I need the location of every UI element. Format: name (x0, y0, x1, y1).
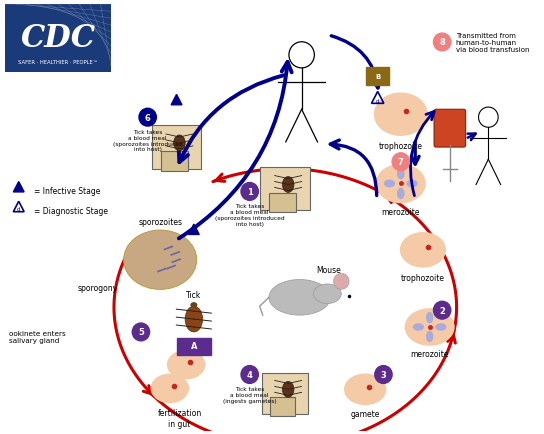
Ellipse shape (397, 188, 405, 200)
Text: d: d (17, 207, 21, 212)
Text: A: A (190, 342, 197, 351)
Text: 7: 7 (398, 158, 404, 167)
Ellipse shape (413, 323, 424, 331)
Text: 3: 3 (381, 370, 386, 379)
Ellipse shape (376, 164, 426, 204)
FancyBboxPatch shape (177, 338, 211, 355)
Polygon shape (188, 224, 199, 235)
Circle shape (241, 183, 258, 201)
Ellipse shape (405, 309, 455, 346)
Text: Transmitted from
human-to-human
via blood transfusion: Transmitted from human-to-human via bloo… (456, 33, 529, 53)
Ellipse shape (426, 312, 433, 324)
Text: = Infective Stage: = Infective Stage (34, 187, 101, 195)
Text: ookinete enters
salivary gland: ookinete enters salivary gland (9, 331, 66, 344)
Text: Tick: Tick (186, 291, 201, 299)
Text: = Diagnostic Stage: = Diagnostic Stage (34, 206, 108, 215)
Text: trophozoite: trophozoite (379, 141, 423, 151)
Text: Mouse: Mouse (316, 265, 341, 274)
Circle shape (132, 323, 150, 341)
FancyBboxPatch shape (5, 5, 111, 72)
Ellipse shape (400, 233, 446, 268)
Text: 8: 8 (439, 38, 445, 47)
Circle shape (434, 302, 451, 319)
Circle shape (333, 273, 349, 289)
Ellipse shape (384, 180, 395, 188)
FancyBboxPatch shape (270, 398, 295, 416)
Circle shape (434, 34, 451, 52)
Ellipse shape (406, 180, 418, 188)
Ellipse shape (435, 323, 447, 331)
Ellipse shape (185, 306, 202, 332)
Ellipse shape (344, 374, 386, 405)
Text: CDC: CDC (21, 23, 96, 54)
FancyBboxPatch shape (152, 126, 201, 169)
Ellipse shape (313, 284, 341, 304)
Text: 6: 6 (145, 113, 151, 122)
Text: d: d (376, 99, 379, 103)
Text: sporozoites: sporozoites (138, 217, 182, 227)
Text: fertilization
in gut: fertilization in gut (157, 408, 201, 427)
Text: 5: 5 (138, 328, 144, 337)
Ellipse shape (426, 331, 433, 342)
FancyBboxPatch shape (366, 68, 389, 85)
FancyBboxPatch shape (161, 152, 188, 171)
Circle shape (375, 366, 392, 384)
Text: 1: 1 (247, 187, 252, 197)
Polygon shape (13, 182, 24, 192)
Ellipse shape (282, 381, 294, 398)
Text: Tick takes
a blood meal
(sporozoites introduced
into host): Tick takes a blood meal (sporozoites int… (215, 204, 285, 226)
Text: Tick takes
a blood meal
(ingests gametes): Tick takes a blood meal (ingests gametes… (223, 387, 276, 403)
Circle shape (139, 109, 156, 127)
Ellipse shape (190, 302, 197, 308)
Circle shape (392, 154, 410, 171)
Ellipse shape (123, 230, 197, 290)
Text: Tick takes
a blood meal
(sporozoites introduced
into host): Tick takes a blood meal (sporozoites int… (113, 130, 182, 152)
Text: B: B (375, 73, 380, 79)
Text: merozoite: merozoite (381, 208, 420, 217)
FancyBboxPatch shape (262, 373, 308, 414)
Text: merozoite: merozoite (410, 349, 449, 358)
Ellipse shape (397, 168, 405, 180)
Ellipse shape (174, 136, 185, 151)
Text: trophozoite: trophozoite (401, 273, 445, 282)
Text: 4: 4 (247, 370, 252, 379)
Circle shape (241, 366, 258, 384)
Ellipse shape (269, 280, 331, 316)
Ellipse shape (167, 350, 206, 380)
Text: SAFER · HEALTHIER · PEOPLE™: SAFER · HEALTHIER · PEOPLE™ (18, 60, 98, 65)
Ellipse shape (374, 93, 428, 137)
Ellipse shape (282, 177, 294, 193)
FancyBboxPatch shape (260, 167, 310, 211)
Text: sporogony: sporogony (78, 283, 118, 292)
FancyBboxPatch shape (269, 193, 296, 213)
Polygon shape (171, 95, 182, 105)
Text: gamete: gamete (350, 409, 380, 418)
FancyBboxPatch shape (434, 110, 466, 148)
Text: 2: 2 (439, 306, 445, 315)
Ellipse shape (151, 374, 189, 403)
